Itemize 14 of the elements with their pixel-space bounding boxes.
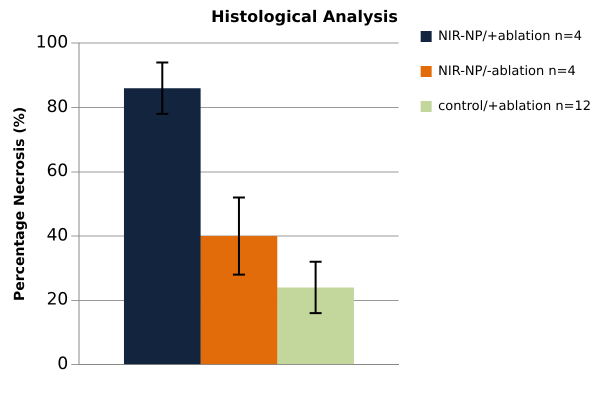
legend-label: NIR-NP/+ablation n=4 (438, 28, 582, 44)
y-tick-label: 60 (46, 161, 68, 182)
bar (124, 88, 201, 364)
chart-title: Histological Analysis (211, 6, 398, 26)
y-axis-title: Percentage Necrosis (%) (12, 106, 28, 301)
y-tick-label: 20 (46, 290, 68, 310)
legend-label: control/+ablation n=12 (438, 98, 592, 114)
bar (277, 287, 354, 364)
bar (200, 236, 278, 364)
y-tick-label: 100 (36, 32, 68, 53)
y-tick-label: 80 (46, 96, 68, 117)
y-tick-label: 0 (57, 354, 68, 374)
legend-label: NIR-NP/-ablation n=4 (438, 64, 576, 79)
y-tick-label: 40 (46, 225, 68, 246)
